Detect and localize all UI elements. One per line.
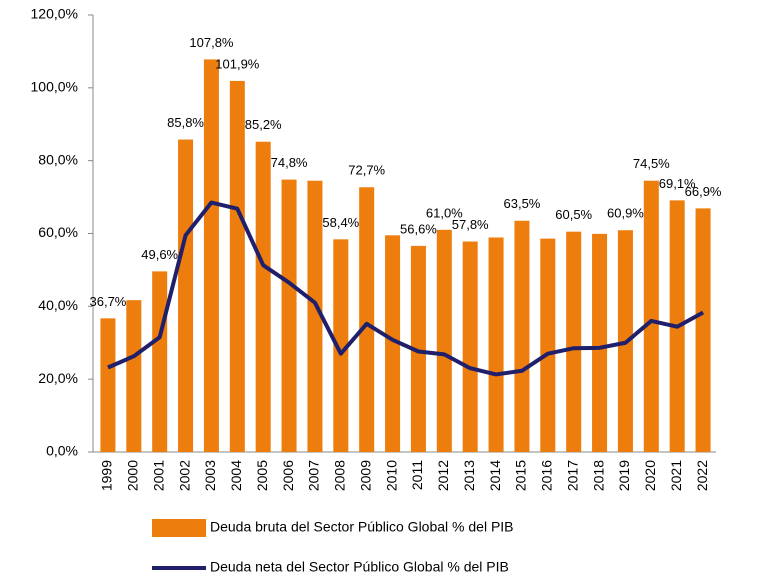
bar: [566, 231, 582, 452]
x-tick-label: 2007: [306, 460, 322, 491]
data-label: 74,5%: [633, 156, 670, 171]
x-tick-label: 2018: [590, 460, 606, 491]
bar: [359, 187, 375, 452]
x-tick-label: 2016: [539, 460, 555, 491]
x-tick-label: 2008: [332, 460, 348, 491]
x-tick-label: 2009: [357, 460, 373, 491]
data-label: 107,8%: [189, 35, 234, 50]
data-label: 49,6%: [141, 247, 178, 262]
bar: [695, 208, 711, 452]
bar: [152, 271, 168, 452]
x-tick-label: 2006: [280, 460, 296, 491]
x-tick-label: 2022: [694, 460, 710, 491]
bar: [229, 80, 245, 452]
legend-label: Deuda neta del Sector Público Global % d…: [210, 559, 509, 575]
data-label: 101,9%: [215, 56, 260, 71]
data-label: 58,4%: [322, 215, 359, 230]
bar: [410, 245, 426, 452]
bar: [540, 238, 556, 452]
y-tick-label: 20,0%: [38, 370, 78, 386]
bar: [100, 318, 116, 452]
y-tick-label: 0,0%: [46, 443, 78, 459]
legend-swatch: [152, 519, 206, 537]
x-tick-label: 2010: [383, 460, 399, 491]
bar: [307, 180, 323, 452]
data-label: 36,7%: [90, 294, 127, 309]
bar: [462, 241, 478, 452]
bar: [488, 237, 504, 452]
bar: [178, 139, 194, 453]
data-label: 63,5%: [504, 196, 541, 211]
data-label: 60,9%: [607, 206, 644, 221]
x-tick-label: 2011: [409, 460, 425, 490]
bar: [255, 141, 271, 453]
data-label: 57,8%: [452, 217, 489, 232]
x-tick-label: 2003: [202, 460, 218, 491]
x-tick-label: 2004: [228, 460, 244, 491]
bar: [126, 300, 142, 452]
data-label: 60,5%: [555, 207, 592, 222]
x-tick-label: 2000: [125, 460, 141, 491]
y-tick-label: 40,0%: [38, 297, 78, 313]
x-tick-label: 2013: [461, 460, 477, 491]
legend-label: Deuda bruta del Sector Público Global % …: [210, 519, 514, 535]
x-tick-label: 2002: [176, 460, 192, 491]
data-label: 61,0%: [426, 205, 463, 220]
data-label: 85,2%: [245, 117, 282, 132]
x-tick-label: 2019: [616, 460, 632, 491]
y-tick-label: 100,0%: [31, 79, 78, 95]
y-tick-label: 80,0%: [38, 151, 78, 167]
line: [107, 200, 705, 377]
bar: [436, 229, 452, 452]
x-tick-label: 2012: [435, 460, 451, 491]
bar: [592, 233, 608, 452]
data-label: 66,9%: [685, 184, 722, 199]
bar: [514, 220, 530, 452]
x-tick-label: 2014: [487, 460, 503, 491]
x-tick-label: 2015: [513, 460, 529, 491]
x-tick-label: 2017: [564, 460, 580, 491]
x-tick-label: 1999: [99, 460, 115, 491]
bar: [203, 59, 219, 452]
x-tick-label: 2020: [642, 460, 658, 491]
y-tick-label: 120,0%: [31, 6, 78, 22]
data-label: 85,8%: [167, 115, 204, 130]
y-tick-label: 60,0%: [38, 224, 78, 240]
data-label: 74,8%: [271, 155, 308, 170]
bar: [385, 235, 401, 452]
bar: [281, 179, 297, 452]
data-label: 72,7%: [348, 163, 385, 178]
data-label: 56,6%: [400, 221, 437, 236]
bar: [333, 239, 349, 452]
x-tick-label: 2005: [254, 460, 270, 491]
bar: [643, 180, 659, 452]
data-label: 69,1%: [659, 176, 696, 191]
x-tick-label: 2001: [150, 460, 166, 491]
x-tick-label: 2021: [668, 460, 684, 491]
